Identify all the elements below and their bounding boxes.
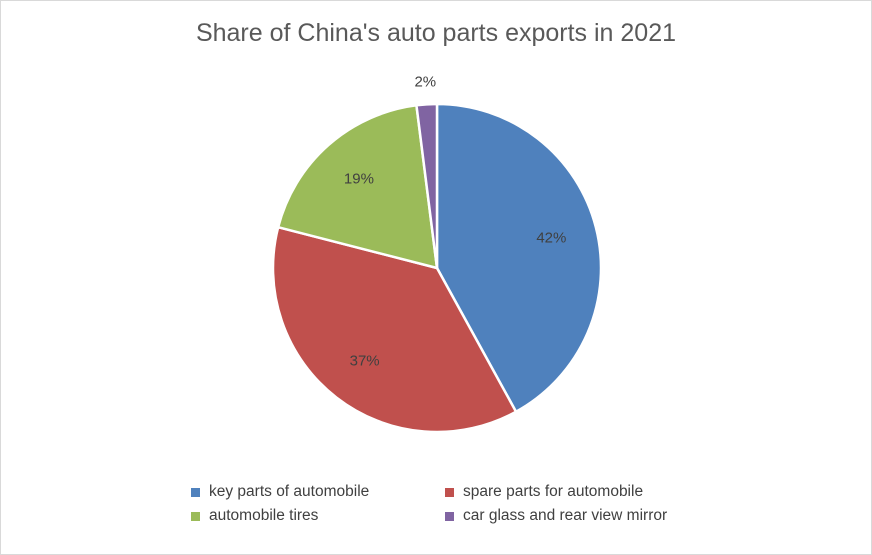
data-label-3: 19% xyxy=(344,170,374,187)
pie-slice-1 xyxy=(435,102,603,413)
legend-swatch xyxy=(191,511,200,521)
pie-slice-2 xyxy=(271,225,518,434)
data-label-2: 37% xyxy=(350,352,380,369)
legend-label: car glass and rear view mirror xyxy=(463,507,668,524)
legend-label: automobile tires xyxy=(209,507,319,524)
pie-slice-3 xyxy=(276,104,439,270)
legend-item-1: key parts of automobile xyxy=(191,483,445,501)
legend-swatch xyxy=(191,487,200,497)
legend-swatch xyxy=(445,487,454,497)
pie-slice-4 xyxy=(415,102,439,270)
legend-item-3: automobile tires xyxy=(191,507,445,525)
data-label-4: 2% xyxy=(414,73,436,90)
chart-title: Share of China's auto parts exports in 2… xyxy=(195,19,677,47)
legend-swatch xyxy=(445,511,454,521)
legend: key parts of automobile spare parts for a… xyxy=(191,483,705,525)
legend-label: key parts of automobile xyxy=(209,483,370,500)
legend-item-4: car glass and rear view mirror xyxy=(445,507,705,525)
data-label-1: 42% xyxy=(536,230,566,247)
legend-item-2: spare parts for automobile xyxy=(445,483,705,501)
legend-label: spare parts for automobile xyxy=(463,483,644,500)
